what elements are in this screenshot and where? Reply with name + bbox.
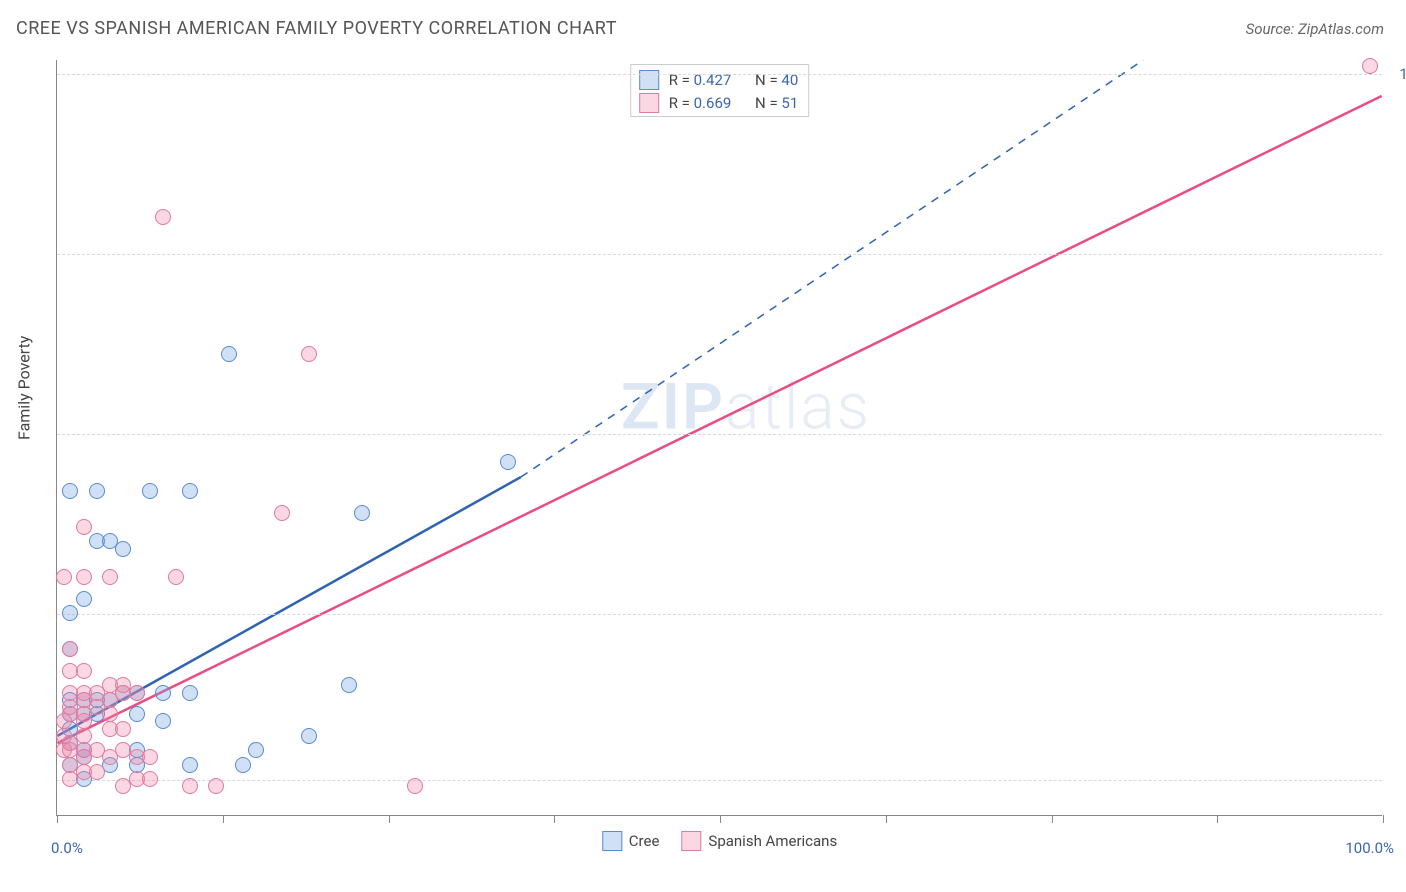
source-attribution: Source: ZipAtlas.com bbox=[1246, 20, 1384, 38]
chart-title: CREE VS SPANISH AMERICAN FAMILY POVERTY … bbox=[16, 18, 617, 39]
data-point bbox=[89, 483, 105, 499]
plot-area: ZIPatlas R = 0.427 N = 40 R = 0.669 N = … bbox=[56, 60, 1382, 816]
data-point bbox=[301, 346, 317, 362]
gridline bbox=[57, 254, 1382, 255]
data-point bbox=[62, 641, 78, 657]
data-point bbox=[208, 778, 224, 794]
legend-item-cree: Cree bbox=[602, 831, 660, 851]
data-point bbox=[500, 454, 516, 470]
data-point bbox=[248, 742, 264, 758]
spanish-swatch-b bbox=[681, 831, 701, 851]
cree-swatch bbox=[639, 70, 659, 90]
x-tick bbox=[1052, 815, 1053, 823]
data-point bbox=[407, 778, 423, 794]
data-point bbox=[182, 685, 198, 701]
data-point bbox=[115, 721, 131, 737]
cree-swatch-b bbox=[602, 831, 622, 851]
data-point bbox=[142, 771, 158, 787]
trend-lines bbox=[57, 60, 1382, 815]
spanish-swatch bbox=[639, 93, 659, 113]
x-tick-0: 0.0% bbox=[51, 839, 83, 857]
data-point bbox=[56, 569, 72, 585]
data-point bbox=[115, 541, 131, 557]
data-point bbox=[155, 713, 171, 729]
data-point bbox=[62, 605, 78, 621]
data-point bbox=[142, 749, 158, 765]
stats-legend: R = 0.427 N = 40 R = 0.669 N = 51 bbox=[630, 64, 810, 117]
gridline bbox=[57, 74, 1382, 75]
data-point bbox=[102, 706, 118, 722]
data-point bbox=[155, 209, 171, 225]
data-point bbox=[102, 569, 118, 585]
x-tick bbox=[223, 815, 224, 823]
data-point bbox=[182, 778, 198, 794]
x-tick bbox=[554, 815, 555, 823]
data-point bbox=[235, 757, 251, 773]
y-axis-label: Family Poverty bbox=[15, 336, 34, 440]
legend-label-spanish: Spanish Americans bbox=[708, 832, 837, 850]
legend-label-cree: Cree bbox=[629, 832, 660, 850]
data-point bbox=[89, 764, 105, 780]
x-tick bbox=[1217, 815, 1218, 823]
gridline bbox=[57, 780, 1382, 781]
data-point bbox=[76, 663, 92, 679]
data-point bbox=[341, 677, 357, 693]
data-point bbox=[221, 346, 237, 362]
data-point bbox=[274, 505, 290, 521]
x-tick-100: 100.0% bbox=[1345, 839, 1394, 857]
data-point bbox=[76, 519, 92, 535]
data-point bbox=[76, 728, 92, 744]
x-tick bbox=[57, 815, 58, 823]
x-tick bbox=[389, 815, 390, 823]
x-tick bbox=[886, 815, 887, 823]
data-point bbox=[129, 685, 145, 701]
data-point bbox=[1362, 58, 1378, 74]
chart-container: CREE VS SPANISH AMERICAN FAMILY POVERTY … bbox=[0, 0, 1406, 892]
data-point bbox=[76, 569, 92, 585]
series-legend: Cree Spanish Americans bbox=[602, 831, 837, 851]
data-point bbox=[182, 757, 198, 773]
y-tick-label: 100.0% bbox=[1399, 65, 1406, 83]
data-point bbox=[142, 483, 158, 499]
data-point bbox=[168, 569, 184, 585]
data-point bbox=[129, 706, 145, 722]
x-tick bbox=[1383, 815, 1384, 823]
data-point bbox=[62, 483, 78, 499]
legend-row-cree: R = 0.427 N = 40 bbox=[639, 69, 799, 92]
data-point bbox=[182, 483, 198, 499]
x-tick bbox=[720, 815, 721, 823]
gridline bbox=[57, 434, 1382, 435]
data-point bbox=[76, 591, 92, 607]
data-point bbox=[155, 685, 171, 701]
data-point bbox=[301, 728, 317, 744]
legend-row-spanish: R = 0.669 N = 51 bbox=[639, 92, 799, 115]
data-point bbox=[354, 505, 370, 521]
legend-item-spanish: Spanish Americans bbox=[681, 831, 837, 851]
gridline bbox=[57, 614, 1382, 615]
